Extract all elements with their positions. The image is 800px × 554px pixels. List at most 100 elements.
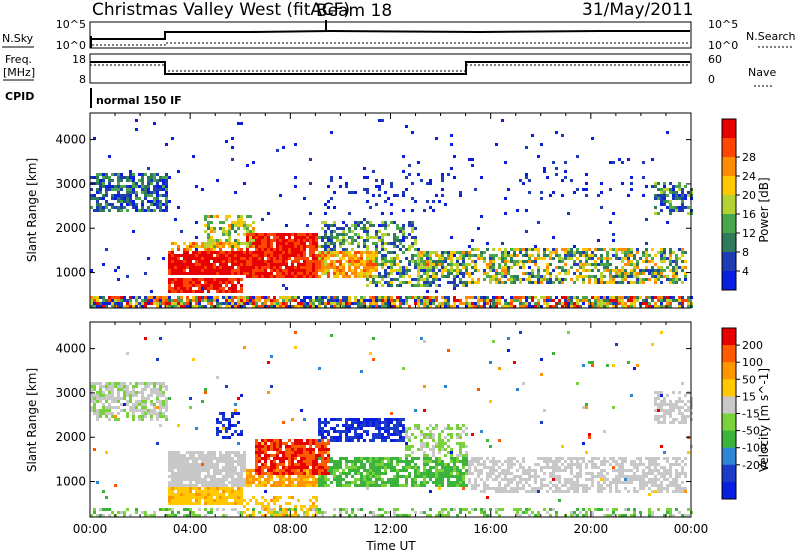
data-cell <box>339 457 342 460</box>
data-cell <box>282 269 285 272</box>
data-cell <box>414 227 417 230</box>
data-cell <box>282 260 285 263</box>
data-cell <box>372 511 375 514</box>
data-cell <box>300 266 303 269</box>
data-cell <box>198 254 201 257</box>
data-cell <box>573 281 576 284</box>
data-cell <box>663 305 666 308</box>
data-cell <box>252 161 255 164</box>
data-cell <box>339 176 342 179</box>
data-cell <box>549 254 552 257</box>
data-cell <box>417 299 420 302</box>
data-cell <box>597 299 600 302</box>
data-cell <box>237 302 240 305</box>
data-cell <box>417 305 420 308</box>
data-cell <box>108 179 111 182</box>
data-cell <box>315 466 318 469</box>
data-cell <box>174 242 177 245</box>
data-cell <box>114 269 117 272</box>
data-cell <box>525 146 528 149</box>
data-cell <box>372 481 375 484</box>
data-cell <box>570 299 573 302</box>
data-cell <box>543 248 546 251</box>
data-cell <box>435 266 438 269</box>
data-cell <box>420 275 423 278</box>
data-cell <box>159 385 162 388</box>
data-cell <box>279 505 282 508</box>
data-cell <box>300 257 303 260</box>
data-cell <box>228 457 231 460</box>
nsearch-tick-bottom: 10^0 <box>708 39 738 52</box>
data-cell <box>429 305 432 308</box>
data-cell <box>309 505 312 508</box>
data-cell <box>453 302 456 305</box>
data-cell <box>207 257 210 260</box>
data-cell <box>504 302 507 305</box>
data-cell <box>180 278 183 281</box>
data-cell <box>225 284 228 287</box>
data-cell <box>297 514 300 517</box>
data-cell <box>156 194 159 197</box>
data-cell <box>348 296 351 299</box>
data-cell <box>513 299 516 302</box>
data-cell <box>609 296 612 299</box>
colorbar-swatch <box>722 119 736 139</box>
data-cell <box>426 281 429 284</box>
data-cell <box>267 254 270 257</box>
data-cell <box>582 302 585 305</box>
data-cell <box>384 457 387 460</box>
data-cell <box>303 505 306 508</box>
data-cell <box>99 385 102 388</box>
data-cell <box>174 475 177 478</box>
data-cell <box>507 260 510 263</box>
data-cell <box>624 275 627 278</box>
data-cell <box>90 394 93 397</box>
data-cell <box>684 206 687 209</box>
data-cell <box>168 502 171 505</box>
data-cell <box>216 242 219 245</box>
data-cell <box>399 248 402 251</box>
date-title: 31/May/2011 <box>582 0 694 20</box>
data-cell <box>348 230 351 233</box>
data-cell <box>528 254 531 257</box>
data-cell <box>129 514 132 517</box>
data-cell <box>540 191 543 194</box>
data-cell <box>258 469 261 472</box>
data-cell <box>246 257 249 260</box>
data-cell <box>255 251 258 254</box>
data-cell <box>159 188 162 191</box>
data-cell <box>438 433 441 436</box>
data-cell <box>273 254 276 257</box>
data-cell <box>324 436 327 439</box>
data-cell <box>261 484 264 487</box>
data-cell <box>402 233 405 236</box>
data-cell <box>552 257 555 260</box>
data-cell <box>675 185 678 188</box>
data-cell <box>117 385 120 388</box>
data-cell <box>369 269 372 272</box>
data-cell <box>216 281 219 284</box>
data-cell <box>192 511 195 514</box>
data-cell <box>372 281 375 284</box>
data-cell <box>552 299 555 302</box>
data-cell <box>252 227 255 230</box>
data-cell <box>240 260 243 263</box>
data-cell <box>402 266 405 269</box>
data-cell <box>558 278 561 281</box>
data-cell <box>189 457 192 460</box>
data-cell <box>648 269 651 272</box>
data-cell <box>483 260 486 263</box>
data-cell <box>588 281 591 284</box>
data-cell <box>417 469 420 472</box>
data-cell <box>195 221 198 224</box>
data-cell <box>276 302 279 305</box>
data-cell <box>135 197 138 200</box>
data-cell <box>399 484 402 487</box>
data-cell <box>225 215 228 218</box>
data-cell <box>600 275 603 278</box>
data-cell <box>399 227 402 230</box>
data-cell <box>249 242 252 245</box>
data-cell <box>264 445 267 448</box>
data-cell <box>468 296 471 299</box>
data-cell <box>231 451 234 454</box>
